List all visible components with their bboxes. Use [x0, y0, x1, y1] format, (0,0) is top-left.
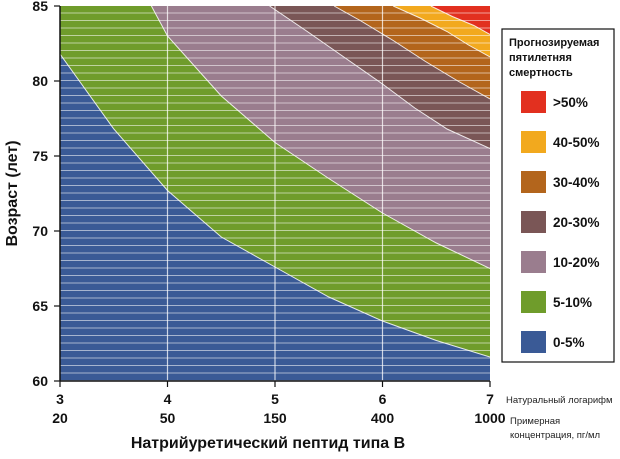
legend-box: [501, 28, 615, 363]
legend-label: 0-5%: [553, 335, 585, 350]
x-secondary-tick-label: 1000: [474, 410, 505, 426]
x-secondary-tick-label: 150: [263, 410, 287, 426]
zone-boundaries: [60, 6, 490, 358]
legend-label: 10-20%: [553, 255, 600, 270]
x-scale-note: Натуральный логарифм: [506, 395, 613, 406]
x-tick-label: 7: [486, 391, 494, 407]
legend-title-line: смертность: [509, 67, 573, 79]
y-tick-label: 80: [32, 73, 48, 89]
legend-swatch: [521, 331, 546, 353]
legend-swatch: [521, 91, 546, 113]
x-tick-label: 4: [164, 391, 172, 407]
boundary-30-40: [333, 6, 490, 100]
legend-label: 5-10%: [553, 295, 592, 310]
y-tick-label: 75: [32, 148, 48, 164]
legend-swatch: [521, 291, 546, 313]
x-secondary-note-line1: Примерная: [510, 416, 560, 427]
x-tick-label: 5: [271, 391, 279, 407]
legend-swatch: [521, 211, 546, 233]
y-axis-label: Возраст (лет): [4, 140, 21, 246]
legend-label: 20-30%: [553, 215, 600, 230]
boundary-20-30: [269, 6, 490, 149]
x-secondary-tick-label: 20: [52, 410, 68, 426]
legend-swatch: [521, 251, 546, 273]
x-secondary-tick-label: 400: [371, 410, 395, 426]
y-tick-label: 60: [32, 373, 48, 389]
x-tick-label: 3: [56, 391, 64, 407]
legend-swatch: [521, 171, 546, 193]
x-axis-label: Натрийуретический пептид типа В: [131, 435, 405, 452]
y-tick-label: 85: [32, 0, 48, 14]
y-tick-label: 65: [32, 298, 48, 314]
boundary-5-10: [60, 53, 490, 358]
legend-swatch: [521, 131, 546, 153]
y-tick-label: 70: [32, 223, 48, 239]
legend-title-line: Прогнозируемая: [509, 37, 599, 49]
grid-lines: [166, 6, 384, 381]
x-secondary-tick-label: 50: [160, 410, 176, 426]
axes: 3 20 4 50 5 150 6 400 7 1000 60 65 70 75 80 85 Натрийуре…: [4, 0, 613, 452]
legend-title-line: пятилетняя: [509, 52, 572, 64]
legend-label: 30-40%: [553, 175, 600, 190]
boundary-40-50: [392, 6, 490, 58]
legend-label: 40-50%: [553, 135, 600, 150]
legend-label: >50%: [553, 95, 588, 110]
x-tick-label: 6: [379, 391, 387, 407]
boundary-50: [430, 6, 490, 35]
x-secondary-note-line2: концентрация, пг/мл: [510, 430, 600, 441]
legend: Прогнозируемая пятилетняя смертность >50% 40…: [501, 28, 615, 363]
boundary-10-20: [150, 6, 490, 269]
